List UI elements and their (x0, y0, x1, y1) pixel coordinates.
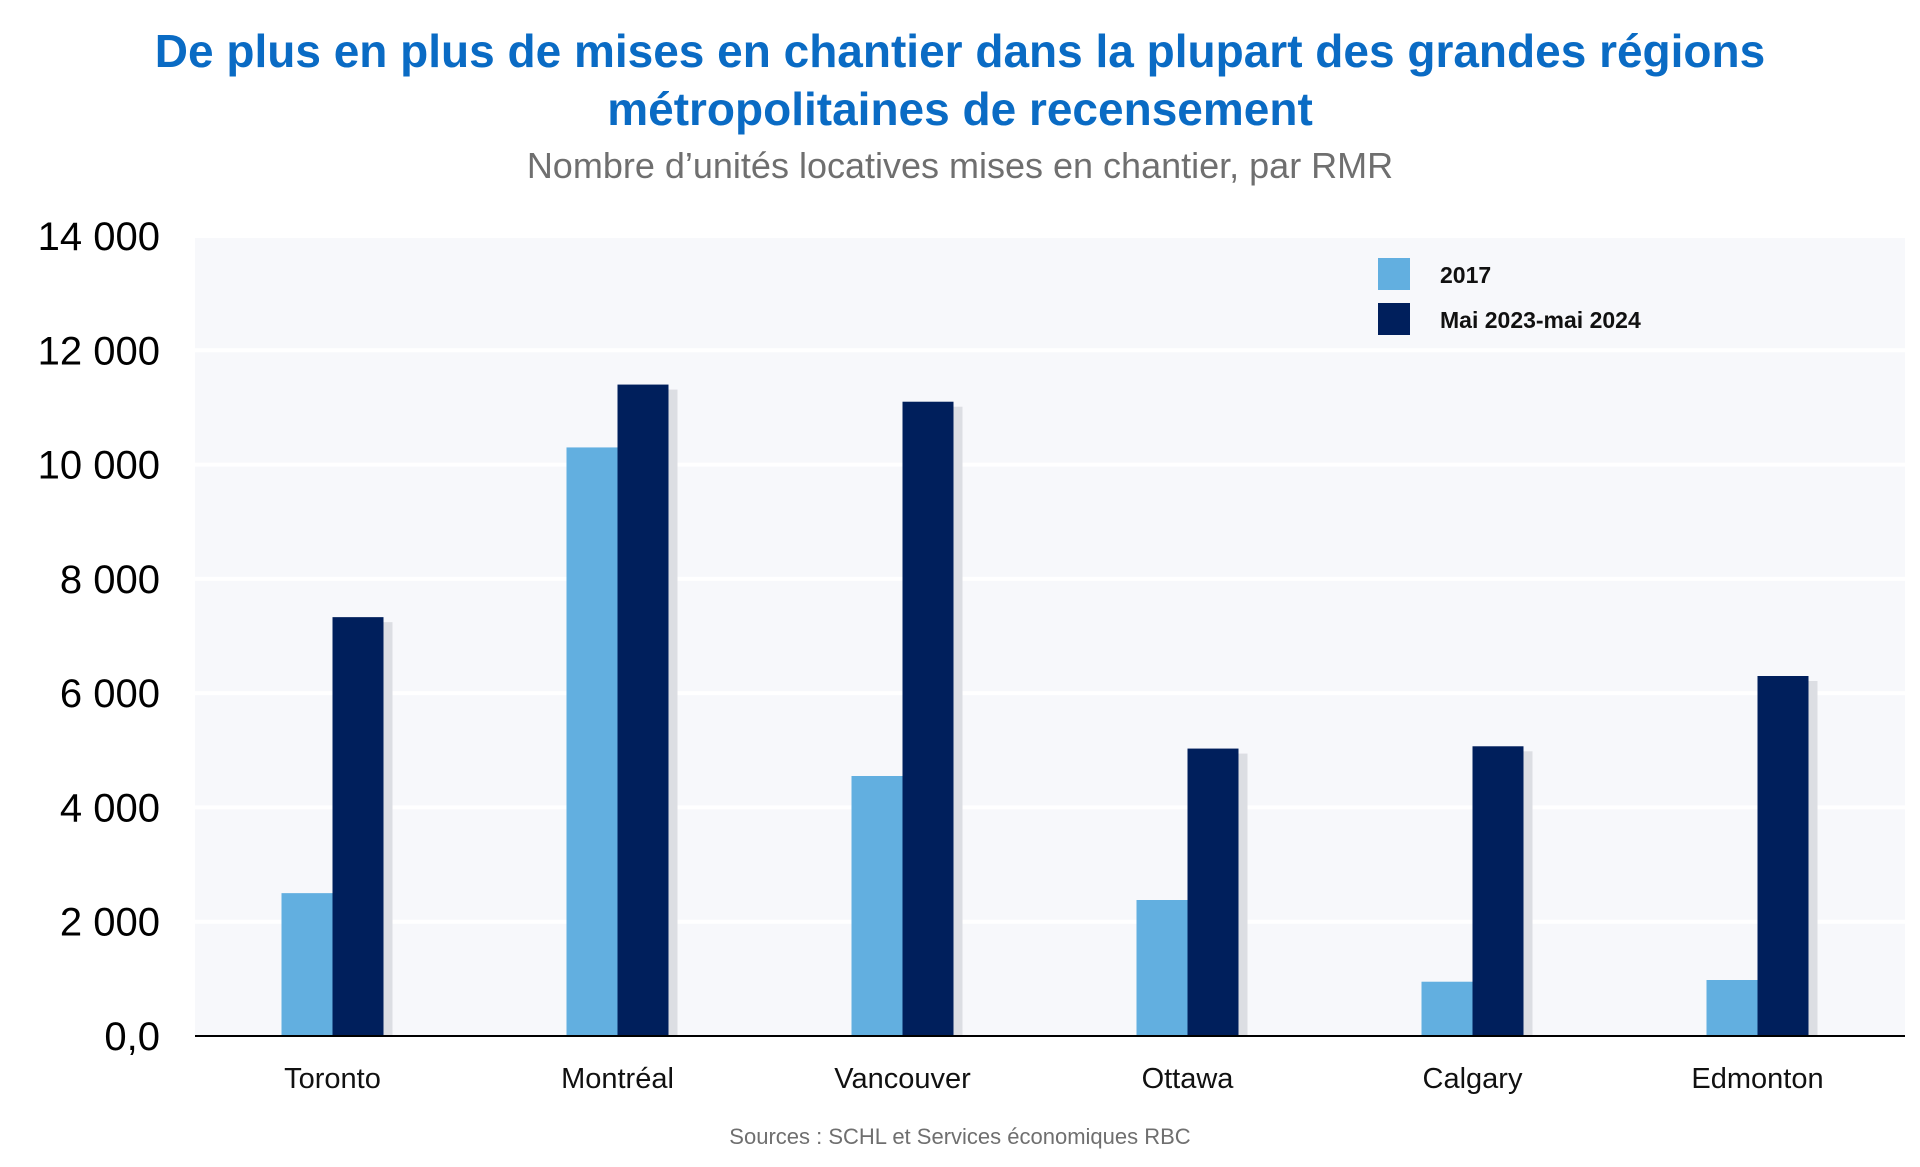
chart-subtitle: Nombre d’unités locatives mises en chant… (526, 145, 1394, 186)
bar-series2-toronto (332, 617, 384, 1036)
y-tick-label: 0,0 (104, 1015, 160, 1059)
y-tick-label: 12 000 (38, 329, 160, 373)
bar-series2-montréal (617, 384, 669, 1037)
legend-swatch (1378, 258, 1410, 290)
bar-series1-ottawa (1136, 900, 1188, 1036)
x-category-label: Toronto (284, 1063, 381, 1095)
y-tick-label: 4 000 (60, 786, 160, 830)
bar-series1-toronto (281, 893, 333, 1036)
bar-series2-edmonton (1757, 676, 1809, 1036)
gridlines (195, 234, 1905, 924)
x-axis-categories: Toronto Montréal Vancouver Ottawa Calgary Edm… (284, 1063, 1823, 1095)
y-axis-ticks: 0,0 2 000 4 000 6 000 8 000 10 000 12 000 14 00… (38, 215, 160, 1059)
x-category-label: Edmonton (1691, 1063, 1823, 1095)
source-note: Sources : SCHL et Services économiques R… (729, 1124, 1191, 1149)
legend-swatch (1378, 303, 1410, 335)
y-tick-label: 14 000 (38, 215, 160, 259)
x-category-label: Ottawa (1142, 1063, 1235, 1095)
bar-series1-montréal (566, 447, 618, 1036)
y-tick-label: 8 000 (60, 558, 160, 602)
y-tick-label: 2 000 (60, 901, 160, 945)
bar-series1-calgary (1421, 981, 1473, 1036)
plot-background (195, 236, 1905, 1036)
y-tick-label: 10 000 (38, 444, 160, 488)
bar-series1-edmonton (1706, 980, 1758, 1036)
bar-series2-calgary (1472, 746, 1524, 1036)
x-category-label: Calgary (1423, 1063, 1523, 1095)
chart-title: De plus en plus de mises en chantier dan… (154, 25, 1766, 135)
bar-series2-ottawa (1187, 748, 1239, 1036)
legend-label: 2017 (1440, 262, 1491, 288)
x-category-label: Montréal (561, 1063, 674, 1095)
bar-series2-vancouver (902, 401, 954, 1036)
legend-label: Mai 2023-mai 2024 (1440, 307, 1641, 333)
y-tick-label: 6 000 (60, 672, 160, 716)
bar-series1-vancouver (851, 776, 903, 1036)
bars (281, 384, 1818, 1037)
legend: 2017 Mai 2023-mai 2024 (1378, 258, 1641, 335)
x-category-label: Vancouver (834, 1063, 971, 1095)
